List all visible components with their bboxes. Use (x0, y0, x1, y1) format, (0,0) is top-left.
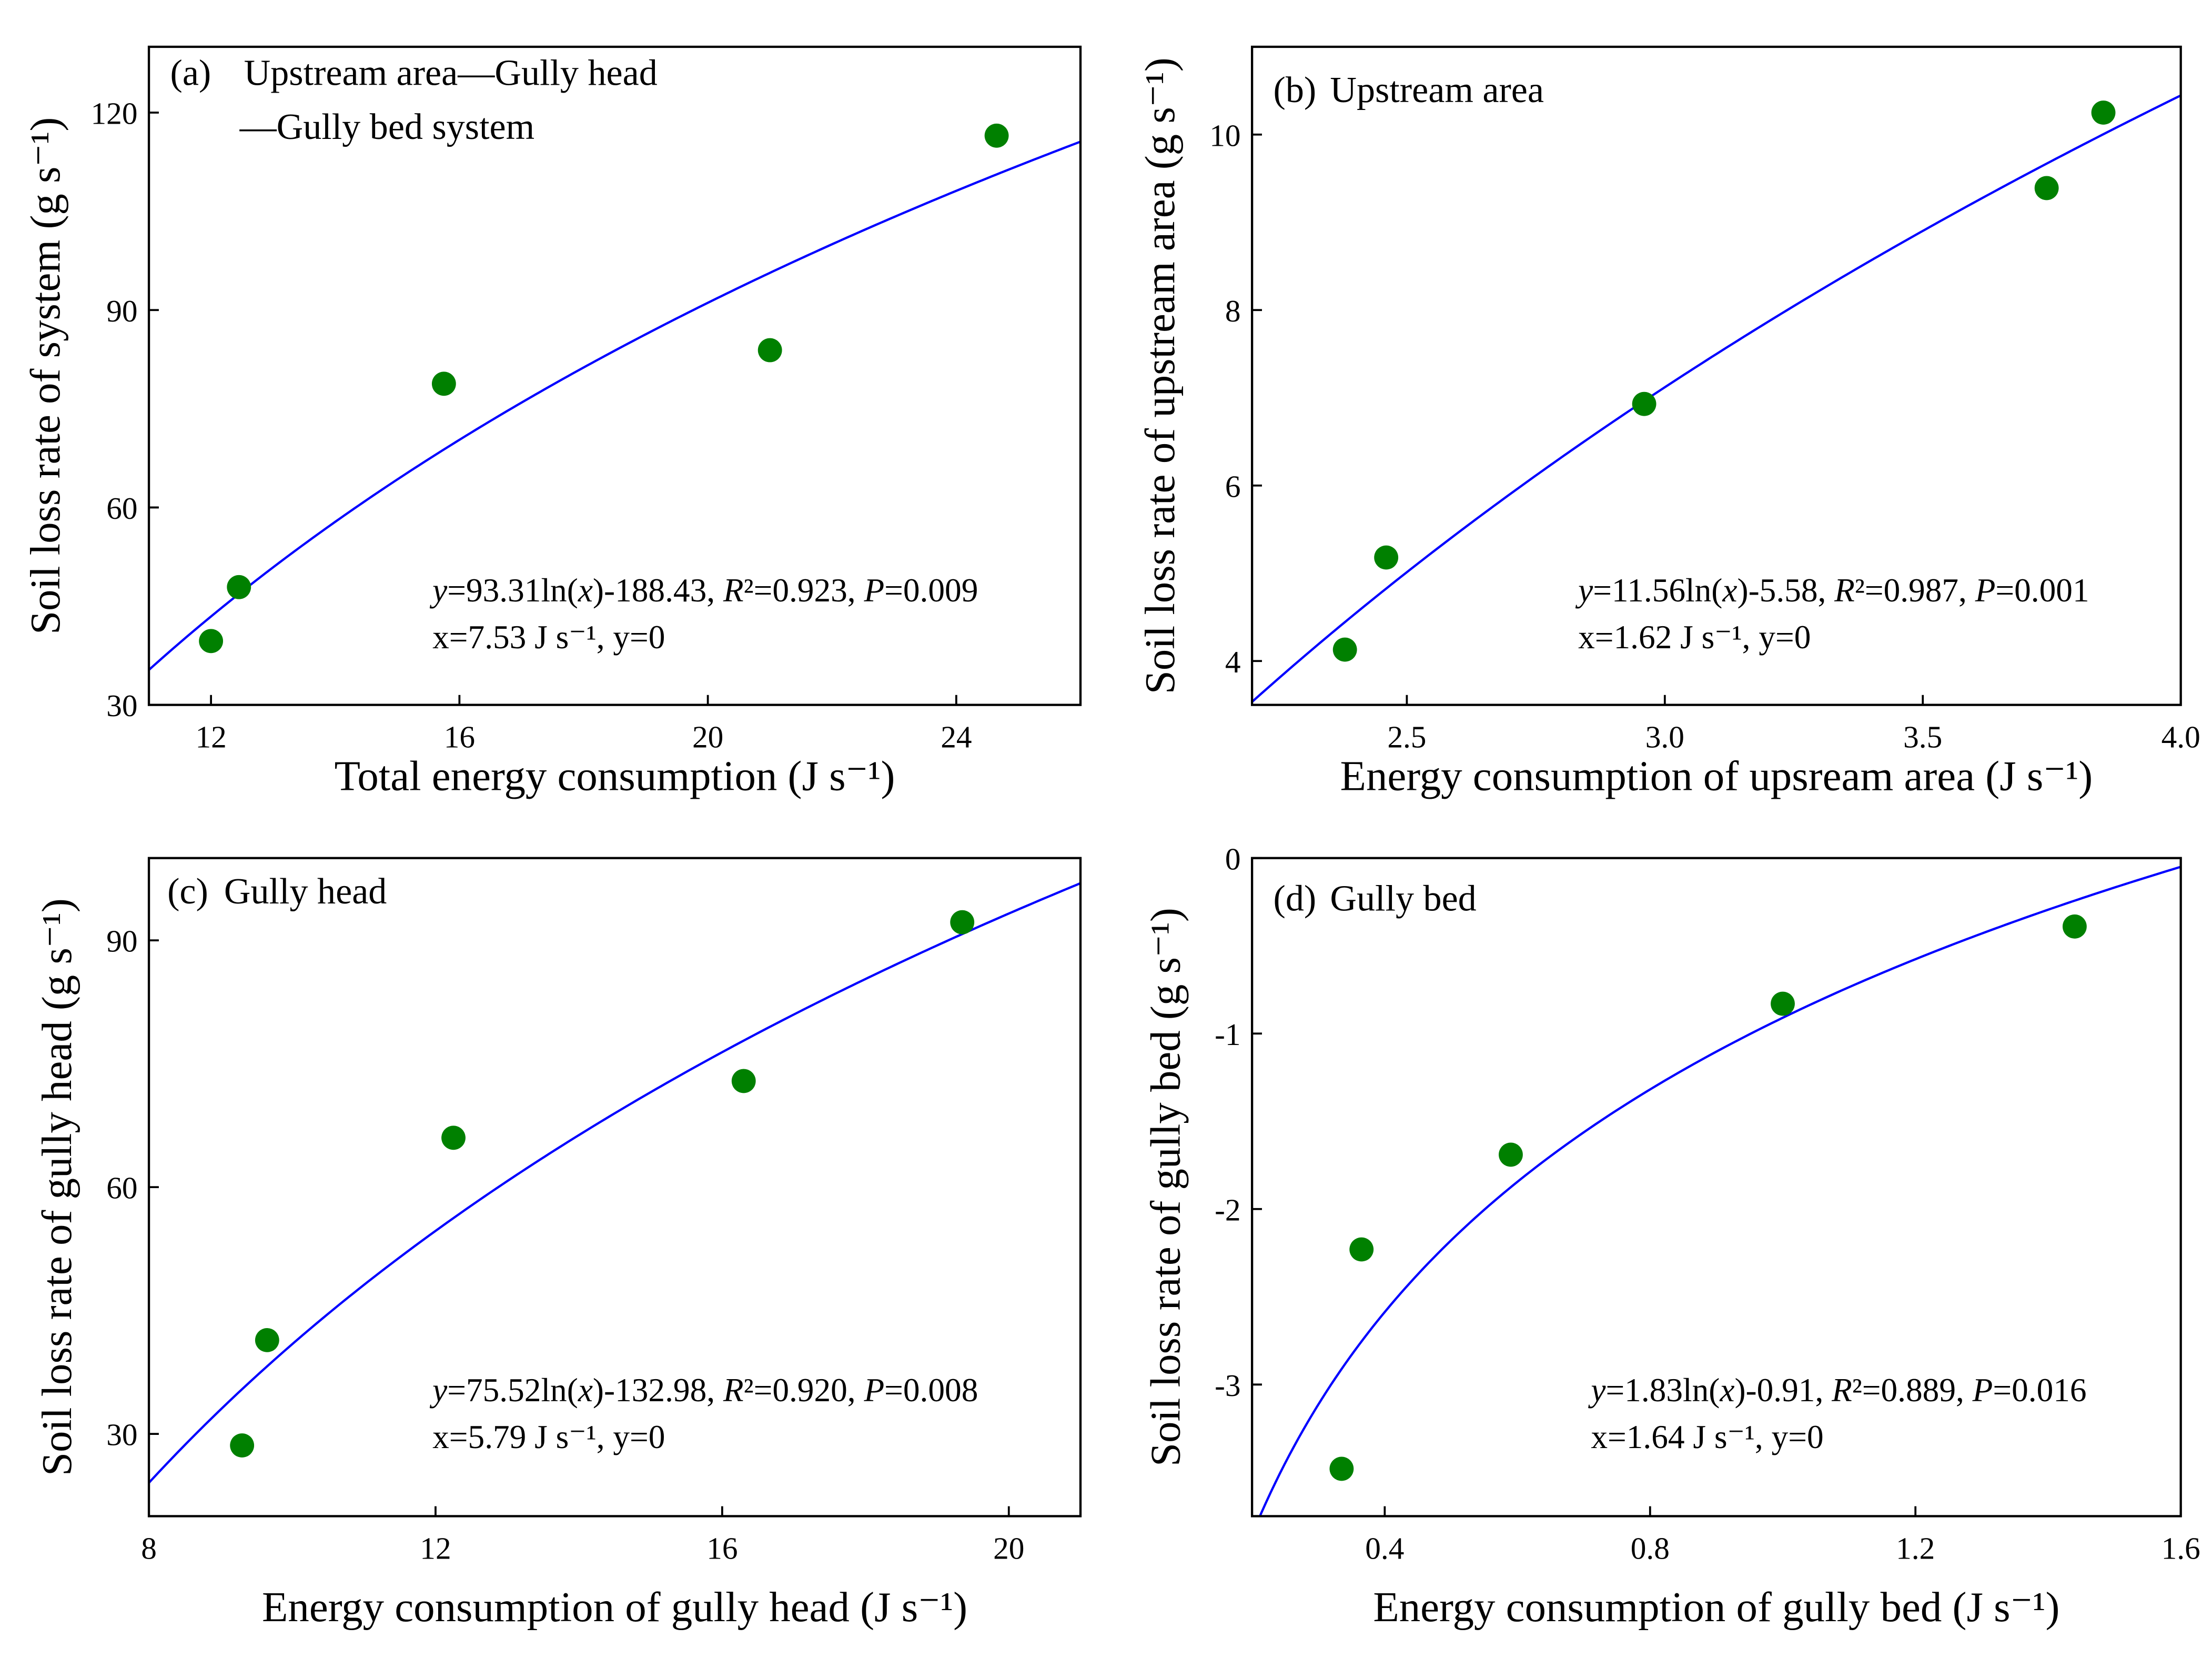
data-point (2091, 101, 2116, 125)
data-point (441, 1126, 466, 1150)
x-tick-label: 12 (195, 720, 226, 755)
y-tick-label: 60 (106, 491, 137, 526)
panel-a: 12 16 20 24 30 60 90 120 Total energy consumptio… (22, 45, 1082, 799)
plot-frame (1250, 45, 2182, 706)
y-tick-label: -3 (1215, 1368, 1240, 1403)
fit-intercept: x=1.62 J s⁻¹, y=0 (1578, 619, 1811, 656)
y-tick-label: 30 (106, 1418, 137, 1452)
y-tick-label: 0 (1225, 841, 1241, 876)
x-tick-label: 1.2 (1896, 1531, 1935, 1565)
x-axis-label: Energy consumption of upsream area (J s⁻… (1340, 752, 2093, 799)
y-axis-label: Soil loss rate of gully bed (g s⁻¹) (1143, 908, 1189, 1466)
x-tick-label: 3.0 (1645, 720, 1684, 755)
data-point (2062, 914, 2087, 939)
panel-title: Upstream area—Gully head (244, 53, 658, 94)
x-axis-label: Energy consumption of gully head (J s⁻¹) (262, 1584, 967, 1631)
data-point (255, 1328, 279, 1352)
panel-title: Gully head (224, 871, 387, 912)
x-tick-label: 0.4 (1365, 1531, 1404, 1565)
fit-equation: y=93.31ln(x)-188.43, R²=0.923, P=0.009 (429, 572, 978, 609)
y-tick-label: 6 (1225, 469, 1241, 504)
y-tick-label: 30 (106, 688, 137, 723)
y-tick-label: -2 (1215, 1192, 1240, 1227)
plot-frame (147, 45, 1082, 706)
y-axis-label: Soil loss rate of system (g s⁻¹) (22, 117, 69, 635)
x-tick-label: 1.6 (2162, 1531, 2200, 1565)
data-point (731, 1069, 756, 1093)
y-tick-label: 90 (106, 924, 137, 959)
panel-label: (b) (1274, 70, 1317, 110)
fit-equation: y=75.52ln(x)-132.98, R²=0.920, P=0.008 (429, 1372, 978, 1409)
fit-intercept: x=5.79 J s⁻¹, y=0 (432, 1419, 665, 1455)
data-point (227, 575, 251, 599)
y-tick-label: 4 (1225, 645, 1241, 679)
y-tick-label: 10 (1209, 118, 1240, 153)
y-tick-label: 60 (106, 1171, 137, 1205)
panel-label: (c) (167, 871, 208, 912)
x-tick-label: 4.0 (2162, 720, 2200, 755)
fit-curve (1258, 866, 2181, 1516)
y-tick-label: -1 (1215, 1017, 1240, 1052)
fit-equation: y=11.56ln(x)-5.58, R²=0.987, P=0.001 (1575, 572, 2089, 609)
fit-equation: y=1.83ln(x)-0.91, R²=0.889, P=0.016 (1588, 1372, 2086, 1409)
data-point (199, 629, 224, 654)
data-point (1771, 991, 1795, 1016)
data-point (1329, 1456, 1354, 1481)
data-point (1499, 1142, 1523, 1167)
y-tick-label: 90 (106, 294, 137, 328)
plot-frame (147, 857, 1082, 1518)
fit-intercept: x=1.64 J s⁻¹, y=0 (1591, 1419, 1823, 1455)
data-point (1374, 545, 1399, 570)
data-point (230, 1433, 255, 1458)
x-axis-label: Total energy consumption (J s⁻¹) (335, 752, 895, 799)
data-point (1632, 391, 1657, 416)
x-tick-label: 20 (692, 720, 723, 755)
x-axis-label: Energy consumption of gully bed (J s⁻¹) (1373, 1584, 2059, 1631)
y-axis-label: Soil loss rate of upstream area (g s⁻¹) (1137, 57, 1184, 694)
y-tick-label: 8 (1225, 294, 1241, 328)
x-tick-label: 24 (941, 720, 972, 755)
x-tick-label: 16 (444, 720, 475, 755)
fit-curve (149, 882, 1080, 1484)
x-tick-label: 0.8 (1631, 1531, 1670, 1565)
fit-curve (149, 140, 1080, 671)
x-tick-label: 16 (706, 1531, 738, 1565)
x-tick-label: 2.5 (1387, 720, 1426, 755)
y-axis-label: Soil loss rate of gully head (g s⁻¹) (34, 898, 80, 1476)
x-tick-label: 20 (993, 1531, 1024, 1565)
data-point (1332, 637, 1357, 662)
data-point (2034, 176, 2059, 200)
panel-d: 0.4 0.8 1.2 1.6 -3 -2 -1 0 Energy consumption of… (1143, 841, 2200, 1631)
data-point (757, 338, 782, 363)
x-tick-label: 8 (141, 1531, 157, 1565)
x-tick-label: 12 (420, 1531, 451, 1565)
panel-b: 2.5 3.0 3.5 4.0 4 6 8 10 Energy consumption of u… (1137, 45, 2200, 799)
data-point (431, 371, 456, 396)
panel-label: (d) (1274, 878, 1317, 919)
panel-title: Gully bed (1330, 878, 1476, 919)
plot-frame (1250, 857, 2182, 1518)
x-tick-label: 3.5 (1903, 720, 1942, 755)
data-point (984, 123, 1009, 148)
fit-curve (1252, 94, 2181, 703)
fit-intercept: x=7.53 J s⁻¹, y=0 (432, 619, 665, 656)
data-point (1349, 1237, 1374, 1262)
panel-label: (a) (170, 53, 211, 94)
y-tick-label: 120 (91, 96, 138, 131)
panel-title: Upstream area (1330, 70, 1544, 110)
panel-c: 8 12 16 20 30 60 90 Energy consumption of gully… (34, 857, 1082, 1631)
panel-title: —Gully bed system (239, 107, 535, 147)
data-point (950, 910, 975, 934)
